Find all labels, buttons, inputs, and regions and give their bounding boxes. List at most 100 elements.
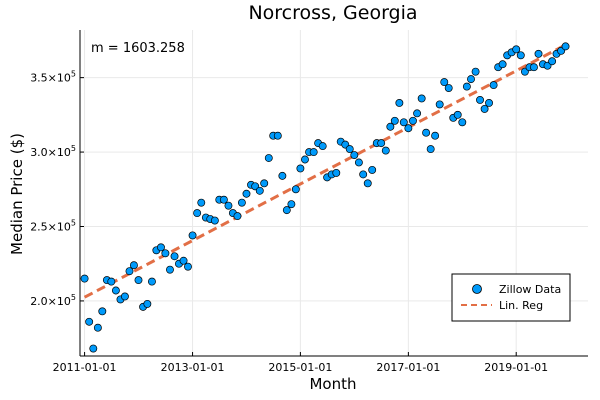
chart-title: Norcross, Georgia [248,2,417,24]
data-point [359,170,368,179]
legend-marker-zillow [472,284,482,294]
x-tick-label: 2017-01-01 [376,361,440,374]
data-point [161,249,170,258]
data-point [296,164,305,173]
data-point [129,261,138,270]
y-tick-label: 2.0×105 [30,293,76,308]
data-point [368,165,377,174]
data-point [381,146,390,155]
data-point [184,262,192,271]
data-point [453,110,462,119]
data-point [197,198,206,207]
data-point [363,179,372,188]
data-point [413,109,422,118]
data-point [440,78,449,87]
data-point [170,252,179,261]
data-point [193,209,202,218]
slope-annotation: m = 1603.258 [91,41,185,56]
data-point [485,98,493,107]
data-point [309,148,318,157]
data-point [255,186,264,195]
y-tick-label: 2.5×105 [30,218,76,233]
data-point [210,216,219,225]
axis-ticks: 2011-01-01 2013-01-01 2015-01-01 2017-01-01… [30,70,548,374]
data-point [395,98,404,107]
data-point [278,171,287,180]
data-point [93,323,102,332]
data-point [471,67,480,76]
data-point [386,122,395,131]
legend: Zillow Data Lin. Reg [451,273,571,322]
data-point [476,96,484,104]
data-point [179,256,188,265]
data-point [98,307,107,316]
data-point [224,201,233,210]
y-axis-label: Median Price ($) [8,133,26,255]
data-point [431,131,440,140]
data-point [318,142,327,151]
data-point [444,84,453,93]
legend-label-linreg: Lin. Reg [499,299,543,312]
data-point [458,118,467,127]
data-point [237,198,246,207]
y-tick-label: 3.0×105 [30,144,76,159]
data-point [399,118,408,127]
y-tick-label: 3.5×105 [30,70,76,85]
data-point [242,189,251,198]
data-point [111,286,120,295]
data-point [561,42,570,51]
x-tick-label: 2019-01-01 [484,361,548,374]
data-point [233,212,242,221]
data-point [350,151,359,159]
data-point [512,45,521,54]
data-point [332,168,341,177]
data-point [89,344,98,353]
data-point [480,104,489,113]
data-point [143,299,152,308]
x-tick-label: 2015-01-01 [268,361,332,374]
data-point [188,231,197,240]
data-point [120,292,129,301]
data-point [273,131,282,140]
data-point [156,243,165,252]
data-point [516,51,525,60]
data-point [467,75,475,84]
data-point [354,158,363,167]
data-point [489,81,498,90]
scatter-points [80,42,570,353]
data-point [85,317,94,326]
data-point [377,139,386,148]
data-point [219,195,228,204]
data-point [301,155,309,164]
data-point [390,116,399,125]
data-point [435,100,444,109]
x-tick-label: 2013-01-01 [161,361,225,374]
data-point [417,94,426,103]
data-point [134,276,143,285]
data-point [462,82,471,91]
data-point [282,206,291,215]
data-point [80,274,89,283]
data-point [125,267,134,276]
data-point [287,200,296,209]
data-point [345,145,354,154]
x-axis-label: Month [309,375,356,393]
legend-box [451,273,571,322]
data-point [147,277,156,286]
data-point [498,60,507,69]
data-point [107,277,116,286]
data-point [548,57,557,66]
data-point [264,154,273,162]
data-point [404,124,413,133]
data-point [166,265,174,274]
data-point [426,145,435,154]
legend-label-zillow: Zillow Data [499,283,561,296]
data-point [260,179,269,188]
data-point [534,49,543,58]
data-point [422,128,431,137]
x-tick-label: 2011-01-01 [53,361,117,374]
data-point [409,116,417,125]
data-point [291,185,300,194]
data-point [529,63,538,72]
